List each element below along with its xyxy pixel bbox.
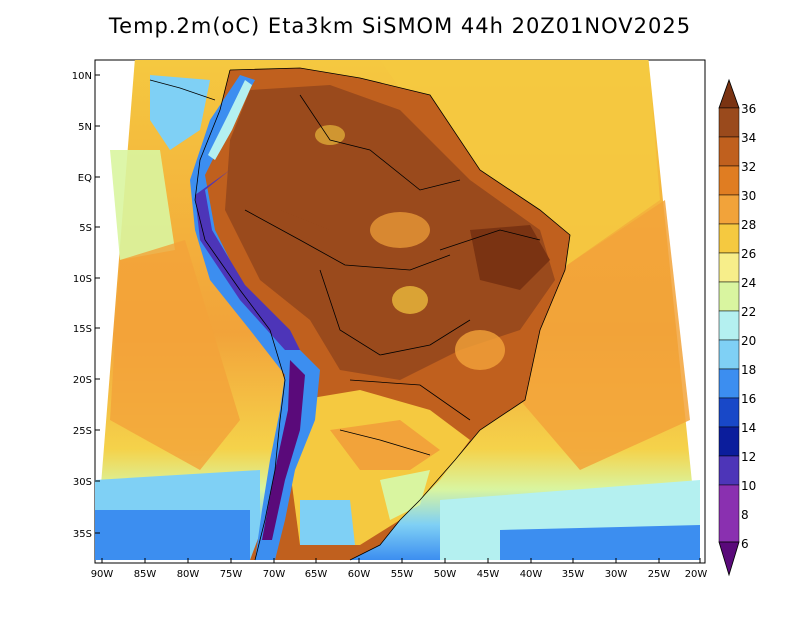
lon-label: 85W	[134, 569, 157, 580]
colorbar-label: 32	[741, 160, 756, 174]
colorbar-segment	[718, 136, 740, 167]
colorbar-segment	[718, 310, 740, 341]
colorbar-label: 26	[741, 247, 756, 261]
lon-label: 75W	[220, 569, 243, 580]
colorbar-bottom-arrow	[718, 541, 740, 577]
colorbar-segment	[718, 339, 740, 370]
lat-label: 35S	[73, 529, 92, 540]
lon-label: 40W	[520, 569, 543, 580]
colorbar-segment	[718, 223, 740, 254]
latitude-axis: 10N 5N EQ 5S 10S 15S 20S 25S 30S 35S	[72, 71, 100, 540]
colorbar-top-arrow	[718, 78, 740, 109]
colorbar-segment	[718, 484, 740, 543]
colorbar-segment	[718, 165, 740, 196]
lon-label: 35W	[562, 569, 585, 580]
colorbar-segment	[718, 252, 740, 283]
colorbar-segment	[718, 107, 740, 138]
lat-label: 5N	[78, 122, 92, 133]
colorbar-segment	[718, 194, 740, 225]
lon-label: 90W	[91, 569, 114, 580]
lon-label: 70W	[263, 569, 286, 580]
lat-label: 30S	[73, 477, 92, 488]
colorbar-label: 20	[741, 334, 756, 348]
colorbar-label: 18	[741, 363, 756, 377]
colorbar-label: 14	[741, 421, 756, 435]
colorbar-label: 12	[741, 450, 756, 464]
lon-label: 55W	[391, 569, 414, 580]
lat-label: 25S	[73, 426, 92, 437]
lon-label: 25W	[648, 569, 671, 580]
colorbar-label: 10	[741, 479, 756, 493]
lon-label: 50W	[434, 569, 457, 580]
colorbar-segment	[718, 397, 740, 428]
colorbar-label: 16	[741, 392, 756, 406]
colorbar-label: 36	[741, 102, 756, 116]
lat-label: 15S	[73, 324, 92, 335]
colorbar-segment	[718, 455, 740, 486]
colorbar-label: 24	[741, 276, 756, 290]
lon-label: 45W	[477, 569, 500, 580]
temperature-field	[95, 60, 700, 560]
political-borders	[149, 67, 571, 561]
lon-label: 65W	[305, 569, 328, 580]
colorbar: 36 34 32 30 28 26 24 22 20 18 16 14 12 1…	[718, 78, 756, 577]
colorbar-segment	[718, 426, 740, 457]
lat-label: 5S	[79, 223, 92, 234]
colorbar-label: 22	[741, 305, 756, 319]
colorbar-segment	[718, 368, 740, 399]
colorbar-label: 34	[741, 131, 756, 145]
colorbar-label: 28	[741, 218, 756, 232]
lat-label: 10N	[72, 71, 92, 82]
lat-label: 10S	[73, 274, 92, 285]
lat-label: EQ	[78, 173, 92, 184]
lon-label: 30W	[605, 569, 628, 580]
colorbar-label: 8	[741, 508, 749, 522]
lon-label: 20W	[685, 569, 708, 580]
colorbar-label: 30	[741, 189, 756, 203]
colorbar-label: 6	[741, 537, 749, 551]
longitude-axis: 90W 85W 80W 75W 70W 65W 60W 55W 50W 45W …	[91, 558, 708, 580]
colorbar-segment	[718, 281, 740, 312]
lon-label: 60W	[348, 569, 371, 580]
map-title: Temp.2m(oC) Eta3km SiSMOM 44h 20Z01NOV20…	[108, 14, 692, 38]
lat-label: 20S	[73, 375, 92, 386]
colorbar-segments	[718, 107, 740, 543]
lon-label: 80W	[177, 569, 200, 580]
